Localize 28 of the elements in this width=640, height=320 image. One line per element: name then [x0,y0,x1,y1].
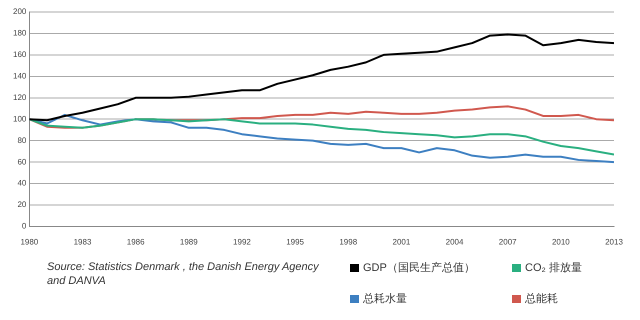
y-tick-label: 60 [17,157,27,166]
x-tick-label: 1998 [339,237,358,246]
y-tick-label: 180 [12,28,27,38]
x-tick-label: 2013 [605,237,624,246]
legend-label: CO₂ 排放量 [524,261,583,275]
y-tick-label: 40 [17,178,27,188]
y-tick-label: 80 [17,136,27,145]
y-tick-label: 120 [12,92,27,102]
x-tick-label: 2001 [392,237,411,246]
x-tick-label: 1983 [74,237,92,246]
legend-label: 总能耗 [524,292,559,306]
y-tick-label: 100 [12,114,27,124]
x-tick-label: 1986 [126,237,146,246]
source-note: Source: Statistics Denmark , the Danish Energy Agency and DANVA [47,260,320,288]
y-tick-label: 160 [12,50,27,60]
legend-label: 总耗水量 [362,292,408,306]
y-tick-label: 140 [12,72,27,81]
x-tick-label: 2007 [498,237,518,246]
x-tick-label: 1980 [20,237,39,246]
legend-label: GDP（国民生产总值） [362,260,476,275]
y-tick-label: 20 [17,200,27,210]
x-tick-label: 2004 [446,237,464,246]
y-tick-label: 200 [12,7,27,16]
x-tick-label: 1995 [286,237,305,246]
x-tick-label: 2010 [552,237,570,246]
x-tick-label: 1992 [233,237,252,246]
x-tick-label: 1989 [180,237,198,246]
y-tick-label: 0 [22,222,27,231]
